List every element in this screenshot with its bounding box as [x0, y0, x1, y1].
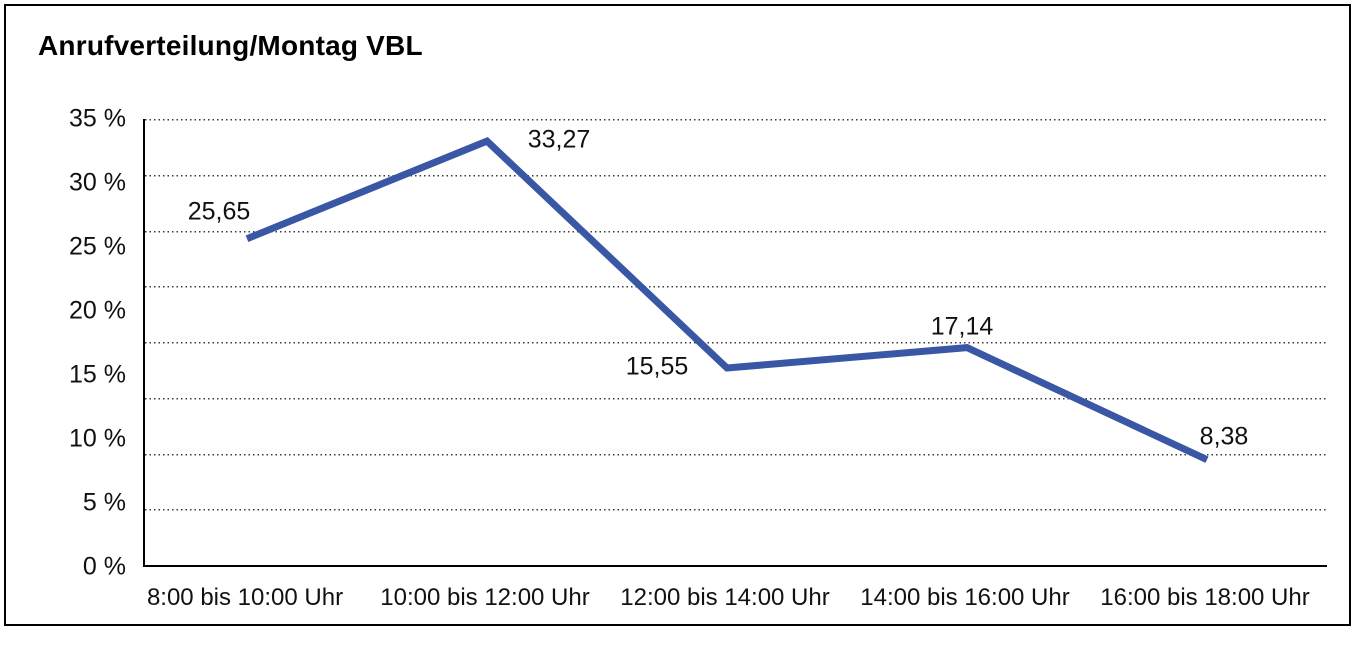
x-category-label: 12:00 bis 14:00 Uhr — [620, 584, 830, 611]
y-tick-label: 20 % — [69, 296, 126, 325]
gridline — [145, 231, 1327, 233]
y-tick-label: 25 % — [69, 232, 126, 261]
chart-frame-border — [4, 4, 1351, 626]
x-axis-labels: 8:00 bis 10:00 Uhr 10:00 bis 12:00 Uhr 12:… — [143, 584, 1325, 616]
data-point-label: 8,38 — [1199, 422, 1249, 451]
gridline — [145, 509, 1327, 511]
data-point-label: 15,55 — [625, 352, 689, 381]
gridline — [145, 454, 1327, 456]
gridline — [145, 175, 1327, 177]
x-category-label: 16:00 bis 18:00 Uhr — [1100, 584, 1310, 611]
x-category-label: 14:00 bis 16:00 Uhr — [860, 584, 1070, 611]
x-category-label: 10:00 bis 12:00 Uhr — [380, 584, 590, 611]
data-point-label: 17,14 — [930, 312, 994, 341]
y-tick-label: 0 % — [82, 552, 126, 581]
gridline — [145, 342, 1327, 344]
x-category-label: 8:00 bis 10:00 Uhr — [146, 584, 344, 611]
gridline — [145, 286, 1327, 288]
y-tick-label: 30 % — [69, 168, 126, 197]
plot-area: 25,65 33,27 15,55 17,14 8,38 — [143, 119, 1327, 567]
y-axis-labels: 35 % 30 % 25 % 20 % 15 % 10 % 5 % 0 % — [0, 0, 126, 646]
y-tick-label: 15 % — [69, 360, 126, 389]
data-point-label: 25,65 — [187, 197, 251, 226]
data-point-label: 33,27 — [527, 125, 591, 154]
y-tick-label: 35 % — [69, 104, 126, 133]
chart-title: Anrufverteilung/Montag VBL — [38, 30, 423, 61]
gridline — [145, 119, 1327, 121]
y-tick-label: 5 % — [82, 488, 126, 517]
series-line — [245, 137, 1209, 463]
series-polyline — [245, 137, 1209, 463]
gridline — [145, 398, 1327, 400]
y-tick-label: 10 % — [69, 424, 126, 453]
